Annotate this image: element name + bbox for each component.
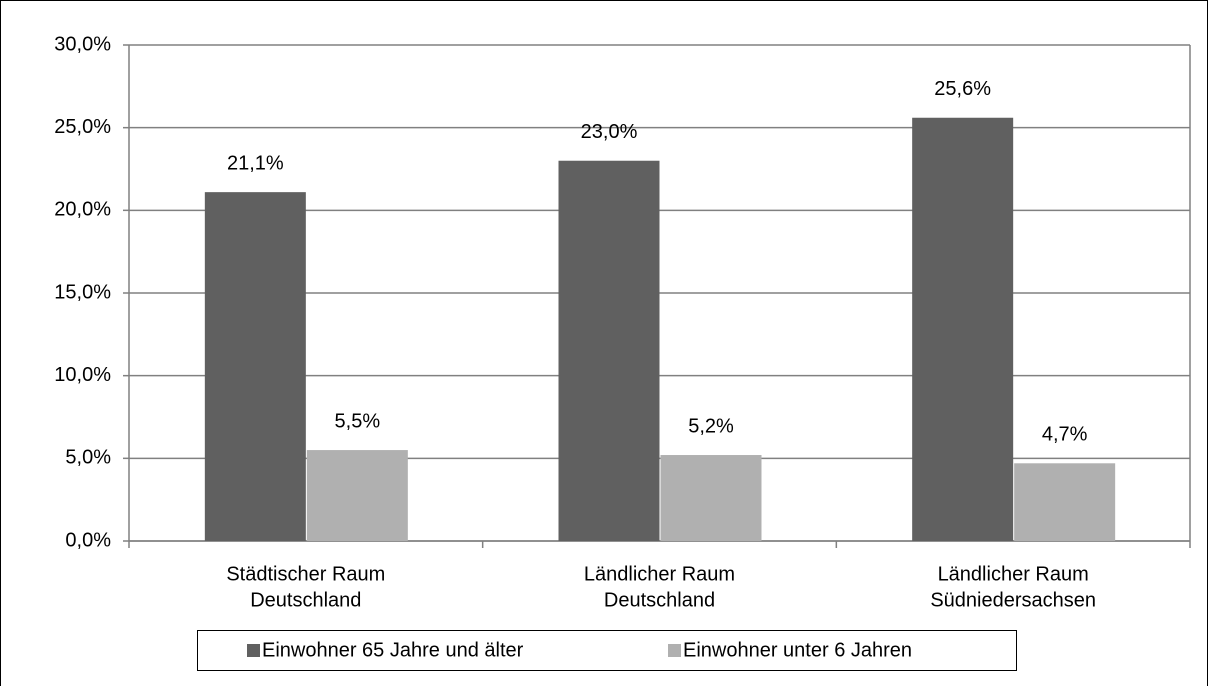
bar: [912, 117, 1014, 541]
value-label: 23,0%: [581, 121, 638, 143]
bar: [306, 450, 408, 541]
y-tick-label: 30,0%: [54, 33, 111, 55]
y-tick-label: 5,0%: [65, 447, 111, 469]
y-tick-label: 15,0%: [54, 281, 111, 303]
y-tick-label: 20,0%: [54, 199, 111, 221]
y-tick-label: 10,0%: [54, 364, 111, 386]
bar: [558, 160, 660, 541]
legend-label: Einwohner unter 6 Jahren: [683, 639, 912, 661]
value-label: 25,6%: [934, 78, 991, 100]
legend-label: Einwohner 65 Jahre und älter: [262, 639, 524, 661]
x-tick-label: Städtischer Raum: [226, 563, 385, 585]
legend-swatch: [247, 644, 260, 657]
value-label: 21,1%: [227, 152, 284, 174]
x-tick-label: Deutschland: [604, 589, 715, 611]
bar: [660, 455, 762, 541]
bar: [1014, 463, 1116, 541]
value-label: 5,2%: [688, 415, 734, 437]
bar: [204, 192, 306, 541]
value-label: 4,7%: [1042, 424, 1088, 446]
value-label: 5,5%: [335, 410, 381, 432]
y-tick-label: 0,0%: [65, 529, 111, 551]
x-tick-label: Ländlicher Raum: [938, 563, 1089, 585]
x-tick-label: Deutschland: [250, 589, 361, 611]
x-tick-label: Ländlicher Raum: [584, 563, 735, 585]
y-tick-label: 25,0%: [54, 116, 111, 138]
legend-box: [197, 630, 1017, 671]
x-tick-label: Südniedersachsen: [930, 589, 1096, 611]
legend-swatch: [668, 644, 681, 657]
